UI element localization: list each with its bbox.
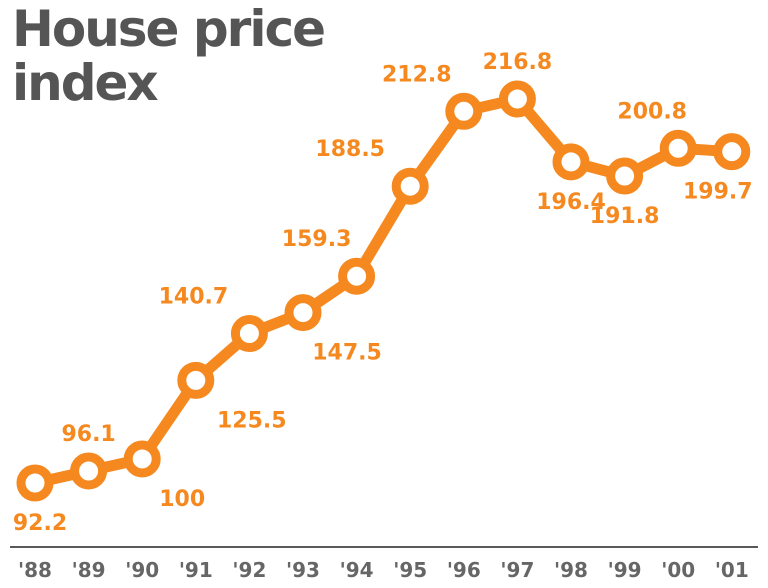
data-label: 125.5: [217, 408, 287, 433]
data-label: 188.5: [315, 137, 385, 162]
x-tick-label: '98: [554, 558, 588, 582]
x-tick-labels-group: '88 '89 '90 '91 '92 '93 '94 '95 '96 '97 '98 '99 '00 '…: [18, 558, 749, 582]
data-point-marker: [177, 361, 215, 399]
x-tick-label: '96: [447, 558, 481, 582]
data-point-marker: [338, 257, 376, 295]
data-label: 140.7: [159, 285, 229, 310]
data-point-marker: [552, 143, 590, 181]
data-label: 96.1: [61, 422, 115, 447]
x-tick-label: '01: [715, 558, 749, 582]
data-label: 100: [159, 487, 205, 512]
x-tick-label: '92: [232, 558, 266, 582]
x-tick-label: '95: [393, 558, 427, 582]
x-tick-label: '97: [500, 558, 534, 582]
series-group: [16, 80, 751, 502]
data-point-marker: [445, 92, 483, 130]
data-point-marker: [498, 80, 536, 118]
data-point-marker: [70, 452, 108, 490]
data-label: 212.8: [382, 62, 452, 87]
data-point-marker: [606, 157, 644, 195]
x-tick-label: '00: [661, 558, 695, 582]
data-point-marker: [391, 167, 429, 205]
data-label: 200.8: [617, 99, 687, 124]
data-label: 92.2: [13, 511, 67, 536]
data-point-marker: [284, 294, 322, 332]
data-label: 196.4: [536, 190, 606, 215]
x-tick-label: '88: [18, 558, 52, 582]
x-tick-label: '90: [125, 558, 159, 582]
data-point-marker: [713, 133, 751, 171]
x-tick-label: '89: [72, 558, 106, 582]
data-label: 199.7: [683, 180, 753, 205]
data-point-marker: [659, 129, 697, 167]
x-tick-label: '94: [340, 558, 374, 582]
data-label: 159.3: [282, 227, 352, 252]
data-point-marker: [16, 464, 54, 502]
data-label: 216.8: [483, 50, 553, 75]
data-label: 191.8: [590, 204, 660, 229]
data-point-marker: [230, 315, 268, 353]
chart-title: House price index: [12, 0, 326, 112]
x-tick-label: '99: [608, 558, 642, 582]
data-labels-group: 92.2 96.1 100 125.5 140.7 147.5 159.3 188.5 212.…: [13, 50, 753, 536]
data-label: 147.5: [312, 341, 382, 366]
x-tick-label: '93: [286, 558, 320, 582]
x-tick-label: '91: [179, 558, 213, 582]
data-point-marker: [123, 440, 161, 478]
